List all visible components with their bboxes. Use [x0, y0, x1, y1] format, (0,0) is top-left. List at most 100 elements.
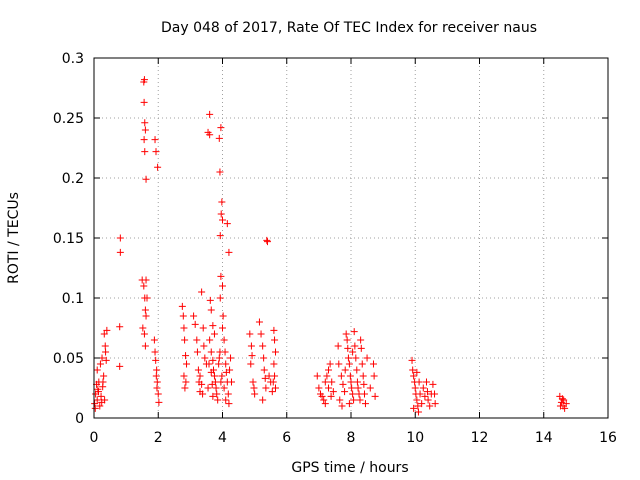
data-point — [151, 136, 159, 144]
data-point — [218, 198, 226, 206]
data-point — [422, 378, 430, 386]
data-point — [96, 360, 104, 368]
data-point — [356, 396, 364, 404]
data-point — [357, 344, 365, 352]
data-point — [142, 312, 150, 320]
data-point — [325, 366, 333, 374]
data-point — [223, 220, 231, 228]
data-point — [206, 110, 214, 118]
data-point — [207, 306, 215, 314]
data-point — [359, 372, 367, 380]
data-point — [196, 372, 204, 380]
data-point — [408, 356, 416, 364]
data-point — [209, 322, 217, 330]
data-point — [370, 372, 378, 380]
data-point — [91, 404, 99, 412]
data-point — [353, 366, 361, 374]
data-point — [140, 76, 148, 84]
data-point — [153, 384, 161, 392]
data-point — [341, 388, 349, 396]
data-point — [94, 388, 102, 396]
data-point — [371, 392, 379, 400]
data-point — [349, 390, 357, 398]
x-tick-label: 14 — [535, 430, 553, 446]
data-point — [271, 336, 279, 344]
data-point — [208, 380, 216, 388]
data-point — [343, 336, 351, 344]
data-point — [102, 356, 110, 364]
data-point — [272, 384, 280, 392]
data-point — [261, 374, 269, 382]
data-point — [206, 131, 214, 139]
data-point — [255, 318, 263, 326]
data-point — [152, 372, 160, 380]
data-point — [345, 400, 353, 408]
y-tick-label: 0.2 — [62, 171, 84, 187]
data-point — [558, 395, 566, 403]
data-point — [353, 378, 361, 386]
data-point — [259, 396, 267, 404]
data-point — [199, 324, 207, 332]
axis-ticks: 0 2 4 6 8 10 12 14 16 0 0.05 0.1 0.15 0.2 0.25 0.3 — [53, 51, 617, 446]
data-point — [250, 384, 258, 392]
data-point — [218, 372, 226, 380]
data-point — [325, 384, 333, 392]
data-point — [328, 378, 336, 386]
data-point — [270, 326, 278, 334]
data-point — [424, 396, 432, 404]
y-tick-label: 0.3 — [62, 51, 84, 67]
data-point — [251, 390, 259, 398]
data-point — [152, 148, 160, 156]
data-point — [100, 372, 108, 380]
data-point — [225, 248, 233, 256]
data-point — [93, 396, 101, 404]
data-point — [183, 360, 191, 368]
data-point — [180, 324, 188, 332]
data-point — [141, 148, 149, 156]
data-point — [329, 388, 337, 396]
x-tick-label: 16 — [599, 430, 617, 446]
y-tick-label: 0.05 — [53, 351, 84, 367]
data-point — [217, 272, 225, 280]
data-point — [180, 372, 188, 380]
data-point — [337, 372, 345, 380]
data-point — [339, 380, 347, 388]
data-point — [272, 348, 280, 356]
data-point — [139, 324, 147, 332]
data-point — [198, 380, 206, 388]
data-point — [222, 360, 230, 368]
data-point — [345, 360, 353, 368]
data-point — [155, 398, 163, 406]
data-point — [153, 378, 161, 386]
data-point — [219, 216, 226, 224]
x-tick-label: 4 — [218, 430, 227, 446]
data-point — [414, 408, 422, 416]
data-point — [409, 366, 417, 374]
data-point — [249, 378, 257, 386]
data-point — [141, 119, 149, 127]
data-point — [217, 124, 225, 132]
data-point — [141, 306, 149, 314]
data-point — [271, 372, 279, 380]
data-point — [269, 378, 277, 386]
data-point — [341, 366, 349, 374]
data-point — [220, 384, 228, 392]
data-point — [323, 372, 331, 380]
data-point — [182, 378, 190, 386]
data-point — [193, 336, 201, 344]
data-point — [102, 348, 110, 356]
data-point — [207, 348, 215, 356]
data-point — [221, 348, 229, 356]
y-tick-label: 0.25 — [53, 111, 84, 127]
data-point — [561, 404, 569, 412]
data-point — [215, 360, 223, 368]
data-point — [334, 342, 342, 350]
data-point — [153, 366, 161, 374]
x-tick-label: 8 — [347, 430, 356, 446]
data-point — [336, 396, 344, 404]
data-point — [369, 360, 377, 368]
data-point — [320, 396, 328, 404]
data-point — [344, 344, 352, 352]
data-point — [360, 390, 368, 398]
data-point — [212, 384, 220, 392]
